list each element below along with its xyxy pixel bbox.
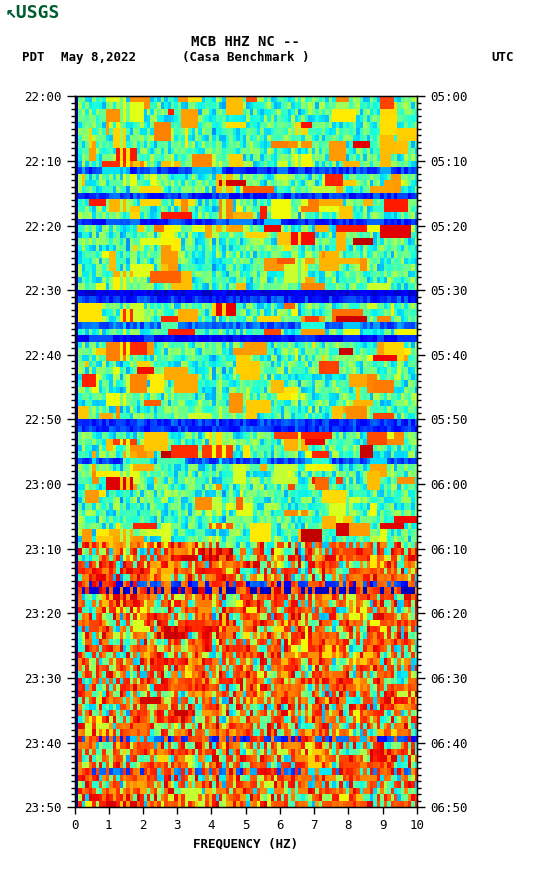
- Text: (Casa Benchmark ): (Casa Benchmark ): [182, 52, 309, 64]
- Text: ↖USGS: ↖USGS: [6, 4, 60, 22]
- Text: MCB HHZ NC --: MCB HHZ NC --: [191, 35, 300, 49]
- Text: May 8,2022: May 8,2022: [61, 52, 136, 64]
- X-axis label: FREQUENCY (HZ): FREQUENCY (HZ): [193, 838, 298, 851]
- Text: UTC: UTC: [491, 52, 513, 64]
- Text: PDT: PDT: [22, 52, 45, 64]
